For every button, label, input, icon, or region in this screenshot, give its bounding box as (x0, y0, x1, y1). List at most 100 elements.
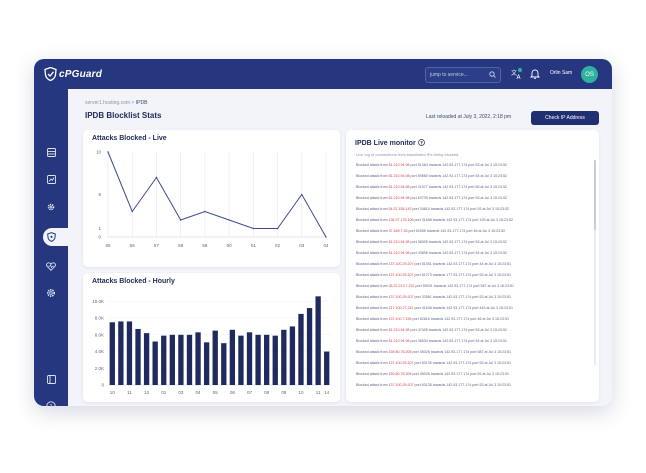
sidebar-item-logs[interactable] (44, 145, 58, 159)
breadcrumb-host[interactable]: server1.hosting.com (85, 100, 131, 106)
x-tick-label: 57 (154, 243, 160, 248)
sidebar-item-engine[interactable] (44, 200, 58, 214)
log-row-text: Blocked attack from (356, 328, 389, 332)
log-row-text: port 47405 towards 142.93.177.174 port 5… (409, 328, 508, 332)
log-row-ip: 51.210.94.98 (388, 174, 410, 178)
log-row-ip: 137.100.29.207 (388, 262, 414, 266)
y-tick-label: 1 (98, 226, 101, 231)
log-row-text: Blocked attack from (356, 339, 389, 343)
search-box[interactable] (425, 67, 501, 83)
log-row-text: port 61273 towards 177.93.177.174 port 5… (413, 273, 512, 277)
y-tick-label: 0 (98, 235, 101, 240)
sidebar-item-docs[interactable] (44, 372, 58, 386)
x-tick-label: 00 (227, 243, 233, 248)
logo[interactable]: cPGuard (44, 66, 102, 82)
monitor-scrollbar[interactable] (594, 160, 596, 365)
log-row-text: port 51051 towards 142.93.177.174 port 4… (413, 262, 512, 266)
log-row-text: port 59560 towards 142.93.177.174 port 5… (409, 174, 508, 178)
data-point (276, 227, 279, 230)
log-row: Blocked attack from 159.80.76.206 port 4… (356, 371, 542, 382)
log-row-ip: 51.210.94.98 (388, 163, 410, 167)
log-row: Blocked attack from 51.210.94.98 port 36… (356, 338, 542, 349)
user-name[interactable]: Orlin Sam (550, 70, 573, 76)
log-row-text: port 31658 towards 142.93.177.174 port 1… (413, 218, 514, 222)
x-tick-label: 14 (324, 390, 330, 395)
help-icon: ? (46, 401, 56, 406)
log-row-text: port 52816 towards 142.93.177.174 port 4… (411, 317, 510, 321)
log-row-text: port 51384 towards 142.93.177.174 port 5… (409, 163, 508, 167)
log-row: Blocked attack from 51.210.94.98 port 59… (356, 173, 542, 184)
log-row-text: port 31977 towards 142.93.177.174 port 5… (409, 185, 508, 189)
log-row-ip: 54.37.155.143 (388, 207, 412, 211)
info-icon[interactable]: ? (417, 139, 425, 146)
sidebar-item-ipdb[interactable] (44, 230, 58, 244)
sidebar-item-help[interactable]: ? (44, 399, 58, 406)
log-row: Blocked attack from 28.22.213.7.232 port… (356, 283, 542, 294)
log-row: Blocked attack from 51.210.94.98 port 31… (356, 184, 542, 195)
x-tick-label: 11 (316, 390, 321, 395)
log-row: Blocked attack from 137.100.29.207 port … (356, 360, 542, 371)
check-ip-button[interactable]: Check IP Address (531, 111, 599, 125)
shield-logo-icon (44, 67, 57, 81)
log-row-text: Blocked attack from (356, 317, 389, 321)
log-row-ip: 51.210.94.98 (388, 240, 410, 244)
log-row-text: port 45026 towards 142.93.177.174 port 5… (411, 372, 510, 376)
log-row-text: Blocked attack from (356, 361, 389, 365)
x-tick-label: 11 (127, 390, 132, 395)
log-row-text: port 41638 towards 142.93.177.174 port 4… (413, 306, 514, 310)
y-tick-label: 10.0K (92, 299, 104, 304)
data-point (301, 193, 303, 196)
log-row-text: Blocked attack from (356, 196, 389, 200)
breadcrumb: server1.hosting.com > IPDB (85, 100, 147, 106)
log-row-ip: 51.210.94.98 (388, 339, 410, 343)
bar (126, 321, 133, 385)
sidebar-item-reports[interactable] (44, 172, 58, 186)
data-point (252, 227, 255, 230)
sidebar-item-health[interactable] (44, 259, 58, 273)
search-input[interactable] (430, 68, 484, 82)
log-row: Blocked attack from 51.210.94.98 port 47… (356, 327, 542, 338)
log-row-text: Blocked attack from (356, 174, 389, 178)
gear-cog-icon (47, 203, 55, 211)
bar (135, 328, 141, 385)
bar (143, 333, 150, 385)
log-row-text: port 63135 towards 142.93.177.174 port 5… (413, 383, 512, 387)
log-row-ip: 51.210.94.98 (388, 328, 410, 332)
x-tick-label: 03 (299, 243, 305, 248)
bar (255, 334, 261, 385)
log-row-text: port 43806 towards 142.93.177.174 port 5… (409, 251, 508, 255)
sidebar-active-indicator (43, 228, 68, 246)
monitor-subtitle: Live log of connections from blacklisted… (356, 152, 460, 157)
y-tick-label: 6.0K (95, 332, 104, 337)
log-row-text: Blocked attack from (356, 163, 389, 167)
bell-icon[interactable] (530, 68, 540, 80)
avatar[interactable]: OS (581, 66, 598, 83)
monitor-scrollbar-thumb[interactable] (594, 160, 596, 230)
bar (221, 343, 227, 385)
bar (186, 334, 193, 385)
svg-text:文: 文 (511, 69, 517, 77)
log-row: Blocked attack from 136.97.178.106 port … (356, 217, 542, 228)
page-title: IPDB Blocklist Stats (85, 111, 162, 120)
translate-icon[interactable]: 文 A (511, 68, 523, 80)
log-row-text: Blocked attack from (356, 306, 389, 310)
log-row: Blocked attack from 137.100.29.207 port … (356, 272, 542, 283)
sidebar-item-settings[interactable] (44, 286, 58, 300)
bar (118, 321, 124, 385)
bar (109, 322, 115, 385)
bar (298, 313, 304, 385)
log-row-text: Blocked attack from (356, 295, 389, 299)
log-row-text: Blocked attack from (356, 207, 389, 211)
search-icon[interactable] (489, 71, 496, 78)
x-tick-label: 04 (323, 243, 329, 248)
log-row-ip: 159.80.76.206 (388, 350, 412, 354)
log-row-ip: 37.169.7.26 (388, 229, 408, 233)
log-row-ip: 137.100.29.207 (388, 273, 414, 277)
log-row-ip: 137.100.29.207 (388, 383, 414, 387)
log-row: Blocked attack from 51.210.94.98 port 38… (356, 239, 542, 250)
log-row: Blocked attack from 51.210.94.98 port 43… (356, 250, 542, 261)
log-row-ip: 137.100.29.207 (388, 361, 414, 365)
log-row-ip: 137.100.7.155 (388, 317, 412, 321)
bar (264, 334, 270, 385)
